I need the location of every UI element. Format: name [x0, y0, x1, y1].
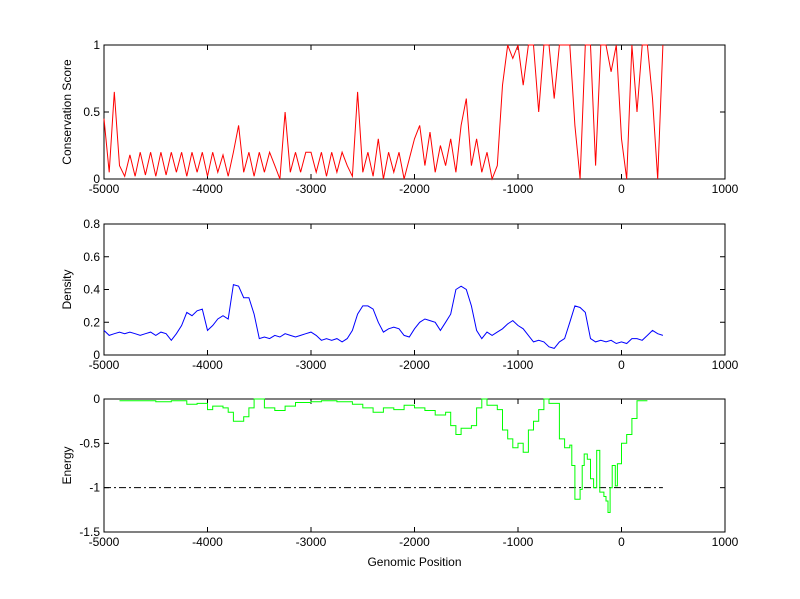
y-tick-label: 0.5	[83, 105, 100, 119]
x-tick-label: 0	[618, 358, 625, 372]
x-tick-label: -5000	[89, 535, 120, 549]
y-tick-label: 0.6	[83, 250, 100, 264]
x-tick-label: -1000	[503, 182, 534, 196]
x-tick-label: -4000	[192, 358, 223, 372]
x-tick-label: -3000	[296, 182, 327, 196]
x-tick-label: -2000	[399, 535, 430, 549]
y-axis-label: Density	[60, 269, 74, 309]
x-tick-label: 0	[618, 535, 625, 549]
x-tick-label: -1000	[503, 358, 534, 372]
y-tick-label: 0.8	[83, 217, 100, 231]
y-tick-label: 1	[93, 38, 100, 52]
y-axis-label: Energy	[60, 446, 74, 484]
x-tick-label: 1000	[712, 535, 739, 549]
x-tick-label: -2000	[399, 358, 430, 372]
y-tick-label: 0.4	[83, 283, 100, 297]
x-tick-label: 1000	[712, 182, 739, 196]
y-tick-label: -1.5	[79, 525, 100, 539]
y-tick-label: 0	[93, 348, 100, 362]
x-tick-label: -5000	[89, 182, 120, 196]
series-line	[103, 283, 664, 349]
y-tick-label: -0.5	[79, 436, 100, 450]
x-tick-label: -1000	[503, 535, 534, 549]
x-tick-label: -3000	[296, 358, 327, 372]
y-tick-label: 0	[93, 392, 100, 406]
axes-box	[103, 44, 726, 180]
x-tick-label: -2000	[399, 182, 430, 196]
y-tick-label: 0.2	[83, 315, 100, 329]
x-tick-label: -3000	[296, 535, 327, 549]
subplot-1: -5000 -4000 -3000 -2000 -1000 0 1000 0 0.5 1 Conse…	[60, 38, 739, 196]
series-line	[119, 398, 648, 513]
y-axis-label: Conservation Score	[60, 59, 74, 165]
x-tick-label: -4000	[192, 182, 223, 196]
series-line	[103, 44, 664, 181]
axes-box	[103, 398, 726, 533]
axes-box	[103, 223, 726, 356]
y-tick-label: 0	[93, 172, 100, 186]
subplot-2: -5000 -4000 -3000 -2000 -1000 0 1000 0 0.2 0.4 0.6…	[60, 217, 739, 372]
y-tick-label: -1	[89, 481, 100, 495]
x-axis-label: Genomic Position	[367, 555, 461, 569]
x-tick-label: -5000	[89, 358, 120, 372]
x-tick-label: 0	[618, 182, 625, 196]
x-tick-label: -4000	[192, 535, 223, 549]
subplot-3: -5000 -4000 -3000 -2000 -1000 0 1000 -1.5 -1 -0.5…	[60, 392, 739, 569]
x-tick-label: 1000	[712, 358, 739, 372]
